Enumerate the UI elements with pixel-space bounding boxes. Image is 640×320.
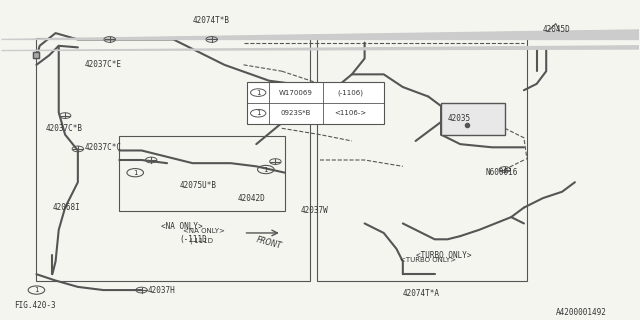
Text: 1: 1 [256,90,260,96]
Text: 42037H: 42037H [148,285,176,295]
Text: 42068I: 42068I [52,203,80,212]
Bar [246,82,384,124]
Text: 42042D: 42042D [237,194,265,203]
Text: 1: 1 [34,287,38,293]
Text: 1: 1 [256,110,260,116]
Text: <TURBO ONLY>: <TURBO ONLY> [399,257,456,263]
Text: <NA ONLY>: <NA ONLY> [183,228,225,234]
Text: 0923S*B: 0923S*B [280,110,311,116]
Text: 42074T*B: 42074T*B [193,16,230,25]
Text: 42037W: 42037W [301,206,328,215]
Text: (-111D: (-111D [180,235,207,244]
Text: 42037C*C: 42037C*C [84,143,121,152]
Text: A4200001492: A4200001492 [556,308,607,317]
Text: 42037C*B: 42037C*B [46,124,83,133]
Text: (-111D: (-111D [189,238,213,244]
Text: N600016: N600016 [486,168,518,177]
Text: 1: 1 [133,170,138,176]
Polygon shape [1,41,640,51]
Text: 42075U*B: 42075U*B [180,181,217,190]
Text: <NA ONLY>: <NA ONLY> [161,222,202,231]
Text: 42074T*A: 42074T*A [403,289,440,298]
Text: 42035: 42035 [447,114,470,123]
Text: <1106->: <1106-> [335,110,367,116]
Text: 1: 1 [264,166,268,172]
Text: FRONT: FRONT [255,235,283,250]
Text: FIG.420-3: FIG.420-3 [14,301,56,310]
Bar [441,103,505,135]
Polygon shape [1,24,640,39]
Text: 42037C*E: 42037C*E [84,60,121,69]
Text: W170069: W170069 [279,90,313,96]
Text: 42045D: 42045D [543,25,571,35]
Text: (-1106): (-1106) [337,89,364,96]
Text: <TURBO ONLY>: <TURBO ONLY> [415,251,471,260]
